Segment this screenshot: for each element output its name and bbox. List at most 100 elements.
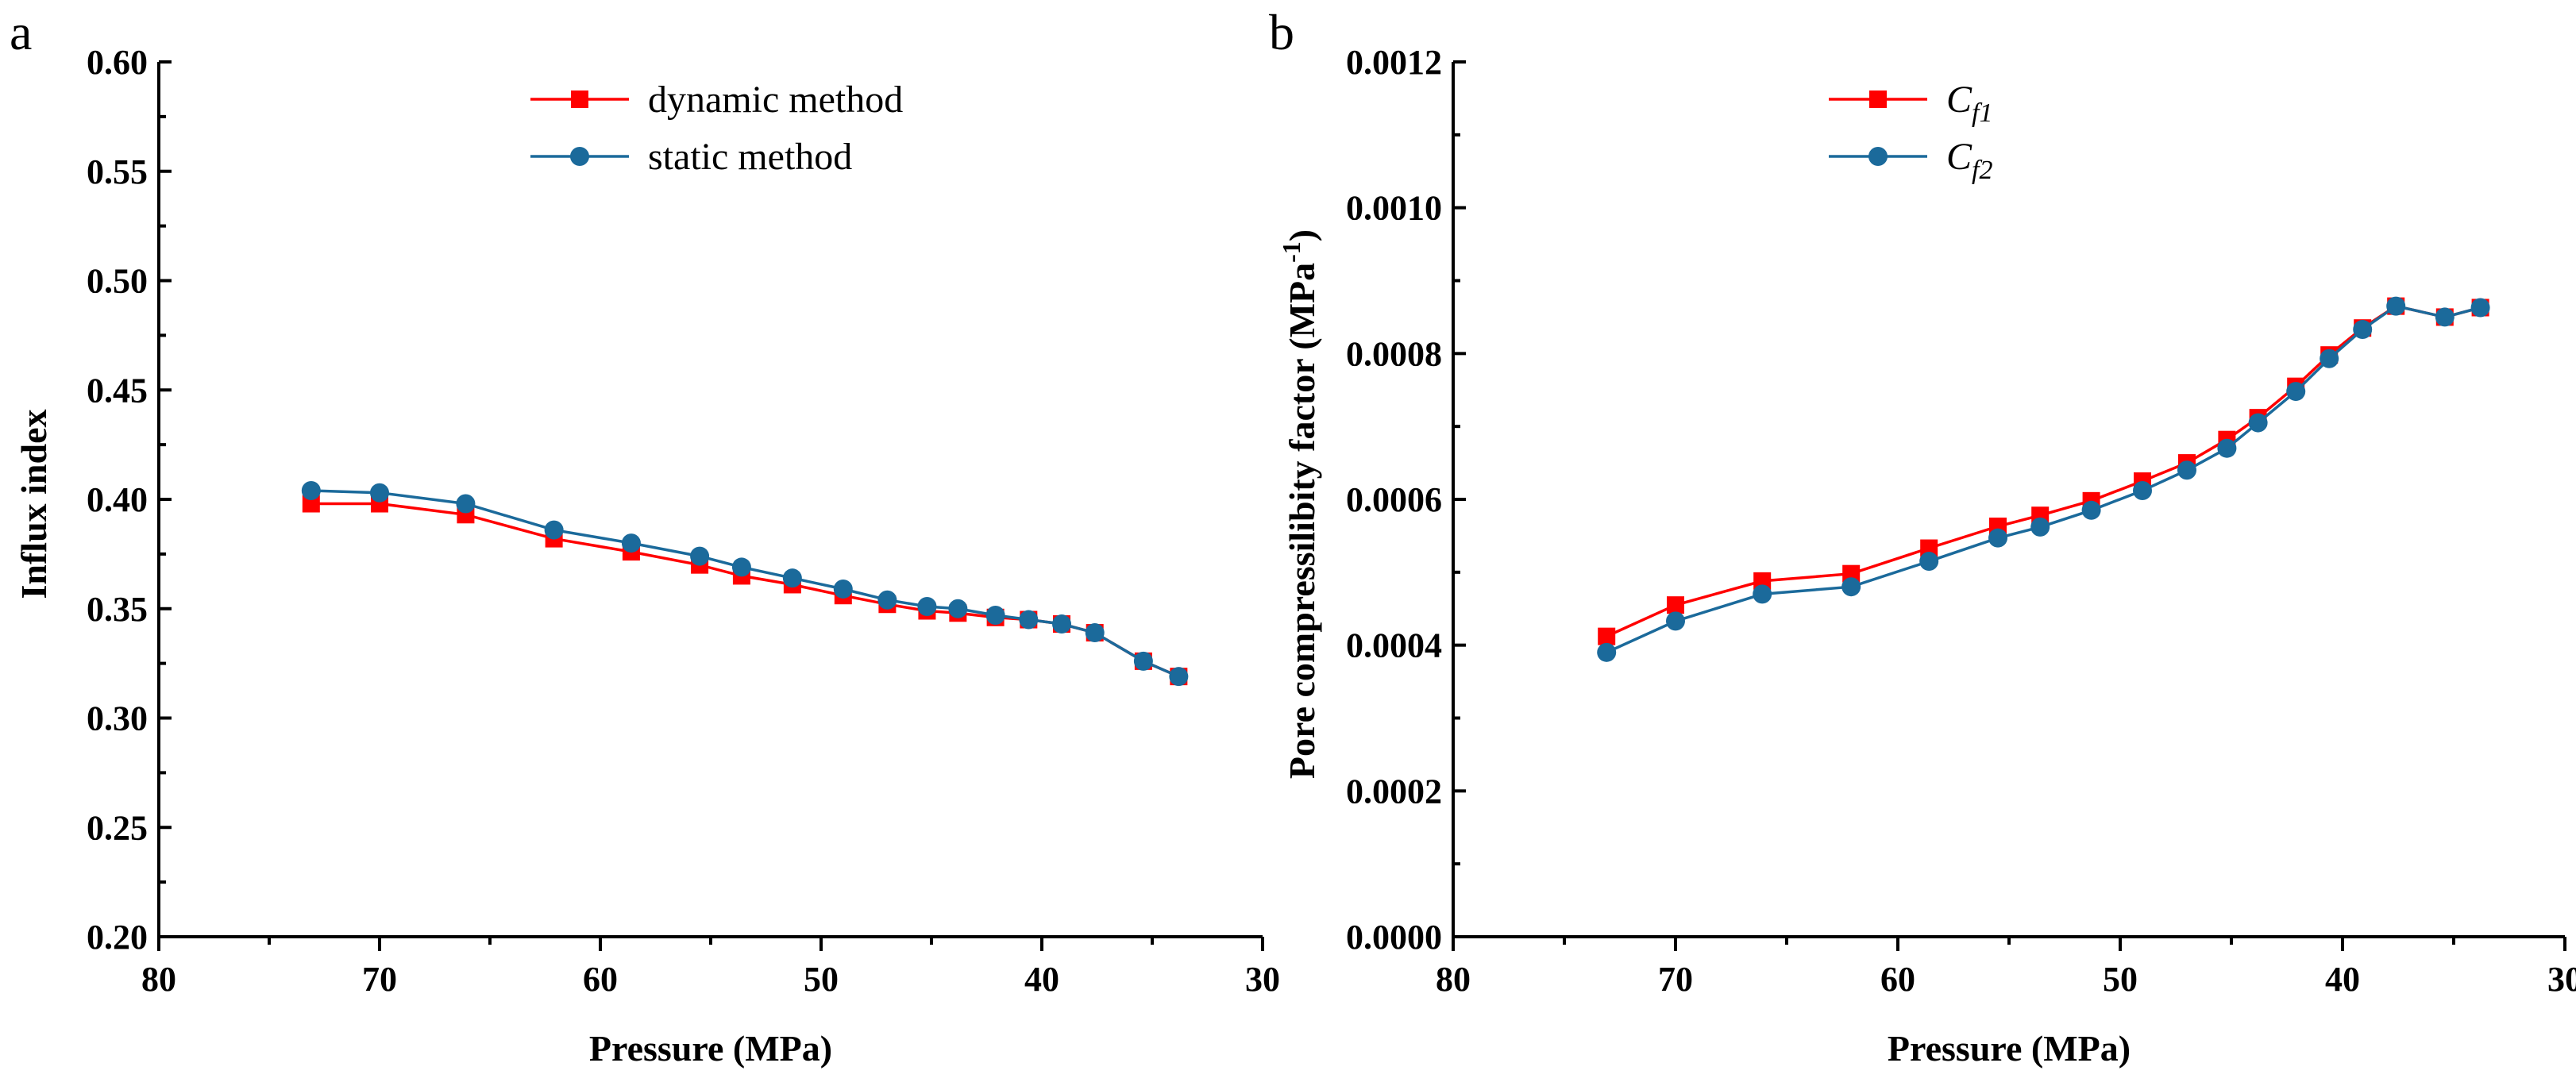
panel-b-y-tick-label: 0.0010 <box>1346 189 1442 228</box>
panel-b-point-circle <box>2133 480 2152 500</box>
panel-a-point-circle <box>1085 623 1105 643</box>
panel-b-point-circle <box>2081 500 2101 520</box>
panel-a-point-circle <box>948 599 968 618</box>
panel-b-y-tick-label: 0.0002 <box>1346 772 1442 811</box>
panel-b-legend-label-1: Cf2 <box>1946 136 1992 185</box>
panel-a-ticks: 0.20 0.25 0.30 0.35 0.40 0.45 0.50 0.55 0.60 80 70… <box>87 43 1280 999</box>
panel-b-point-circle <box>1988 528 2007 548</box>
panel-a-point-circle <box>877 590 897 610</box>
panel-b-x-tick-label: 70 <box>1658 960 1693 999</box>
panel-b-letter: b <box>1269 4 1294 60</box>
panel-b-point-circle <box>1841 577 1861 597</box>
panel-a-y-tick-label: 0.45 <box>87 371 148 410</box>
panel-b-point-circle <box>1753 584 1772 604</box>
panel-a-point-circle <box>301 480 321 500</box>
panel-a-legend-circle <box>570 147 589 166</box>
panel-a-x-tick-label: 70 <box>362 960 397 999</box>
panel-a-point-circle <box>833 579 853 599</box>
panel-a-legend: dynamic method static method <box>530 79 903 178</box>
panel-a-legend-label-0: dynamic method <box>648 79 903 121</box>
panel-a-series-line-0 <box>310 502 1180 678</box>
panel-a-ylabel: Influx index <box>13 409 54 599</box>
panel-b-y-tick-label: 0.0008 <box>1346 334 1442 373</box>
panel-a-x-tick-label: 30 <box>1245 960 1280 999</box>
panel-a-point-circle <box>544 520 564 540</box>
panel-b-point-circle <box>2248 413 2268 433</box>
panel-b-point-circle <box>2353 320 2373 340</box>
panel-b-legend-label-0: Cf1 <box>1946 79 1992 128</box>
panel-a-lines <box>301 480 1189 687</box>
panel-b-point-circle <box>2470 298 2490 318</box>
panel-b-x-tick-label: 30 <box>2547 960 2576 999</box>
panel-b-lines <box>1597 296 2490 662</box>
panel-b-point-circle <box>2386 296 2406 316</box>
panel-b-legend-circle <box>1868 147 1888 166</box>
panel-b-y-tick-label: 0.0004 <box>1346 626 1442 665</box>
panel-a-y-tick-label: 0.25 <box>87 808 148 847</box>
panel-b: b 0.00000.00020.00040.00060.00080.00100.… <box>1269 4 2576 1069</box>
legend-label-sub: f1 <box>1972 98 1992 128</box>
panel-a-point-circle <box>1169 667 1189 687</box>
panel-b-x-tick-label: 80 <box>1436 960 1471 999</box>
panel-a-point-circle <box>985 606 1005 626</box>
panel-b-point-circle <box>1597 642 1617 662</box>
panel-a-point-circle <box>1133 651 1153 671</box>
panel-a-point-circle <box>917 596 937 616</box>
panel-b-x-tick-label: 50 <box>2103 960 2138 999</box>
legend-label-main: C <box>1946 136 1972 178</box>
panel-b-ylabel-main: Pore compressilibity factor (MPa <box>1282 263 1322 779</box>
panel-b-point-circle <box>2217 438 2237 458</box>
panel-a-y-tick-label: 0.55 <box>87 152 148 191</box>
panel-a-y-tick-label: 0.50 <box>87 262 148 301</box>
panel-a-point-circle <box>731 557 751 577</box>
panel-b-ylabel: Pore compressilibity factor (MPa-1) <box>1277 229 1322 779</box>
panel-b-ylabel-close: ) <box>1282 229 1322 241</box>
panel-b-xlabel: Pressure (MPa) <box>1888 1028 2131 1069</box>
panel-b-point-square <box>1598 627 1616 645</box>
panel-a-x-tick-label: 60 <box>583 960 618 999</box>
panel-a-point-circle <box>456 494 476 514</box>
panel-a-x-tick-label: 40 <box>1024 960 1059 999</box>
panel-b-x-tick-label: 60 <box>1880 960 1915 999</box>
panel-b-point-square <box>1920 539 1938 557</box>
legend-label-main: C <box>1946 79 1972 121</box>
panel-a-point-circle <box>690 546 710 566</box>
panel-b-point-circle <box>1666 611 1685 631</box>
panel-a-x-tick-label: 50 <box>804 960 839 999</box>
panel-a-point-circle <box>1052 614 1072 634</box>
panel-b-point-circle <box>2435 307 2455 327</box>
panel-a-y-tick-label: 0.20 <box>87 918 148 957</box>
panel-a-point-circle <box>782 568 802 588</box>
panel-a-x-tick-label: 80 <box>141 960 176 999</box>
panel-a-point-circle <box>621 533 641 553</box>
panel-b-y-tick-label: 0.0000 <box>1346 918 1442 957</box>
panel-b-point-circle <box>1919 552 1939 572</box>
panel-a-legend-square <box>571 90 588 108</box>
panel-a-y-tick-label: 0.60 <box>87 43 148 82</box>
panel-a-letter: a <box>10 4 32 60</box>
legend-label-sub: f2 <box>1972 156 1992 185</box>
panel-b-point-square <box>1842 564 1861 583</box>
panel-a-y-tick-label: 0.40 <box>87 480 148 519</box>
panel-a: a 0.20 0.25 0.30 0.35 0.40 0.45 0.50 0.55 0.60 80… <box>10 4 1280 1069</box>
panel-b-ticks: 0.0000 0.0002 0.0004 0.0006 0.0008 0.0010 0.00… <box>1346 43 2576 999</box>
panel-a-point-circle <box>370 483 389 503</box>
panel-b-point-circle <box>2320 349 2339 368</box>
panel-b-point-circle <box>2030 517 2050 537</box>
panel-b-point-circle <box>2177 460 2196 480</box>
panel-b-point-square <box>1753 572 1772 590</box>
panel-b-series-line-1 <box>1606 304 2482 654</box>
panel-a-y-tick-label: 0.35 <box>87 590 148 629</box>
panel-a-y-tick-label: 0.30 <box>87 699 148 738</box>
panel-b-ylabel-sup: -1 <box>1277 241 1305 263</box>
panel-a-point-square <box>302 495 320 513</box>
panel-a-xlabel: Pressure (MPa) <box>589 1028 832 1069</box>
panel-b-point-circle <box>2286 382 2306 402</box>
panel-a-point-circle <box>1019 610 1039 630</box>
panel-b-y-tick-label: 0.0006 <box>1346 480 1442 519</box>
panel-b-y-tick-label: 0.0012 <box>1346 43 1442 82</box>
panel-b-series-line-0 <box>1606 304 2482 638</box>
panel-a-legend-label-1: static method <box>648 136 852 178</box>
